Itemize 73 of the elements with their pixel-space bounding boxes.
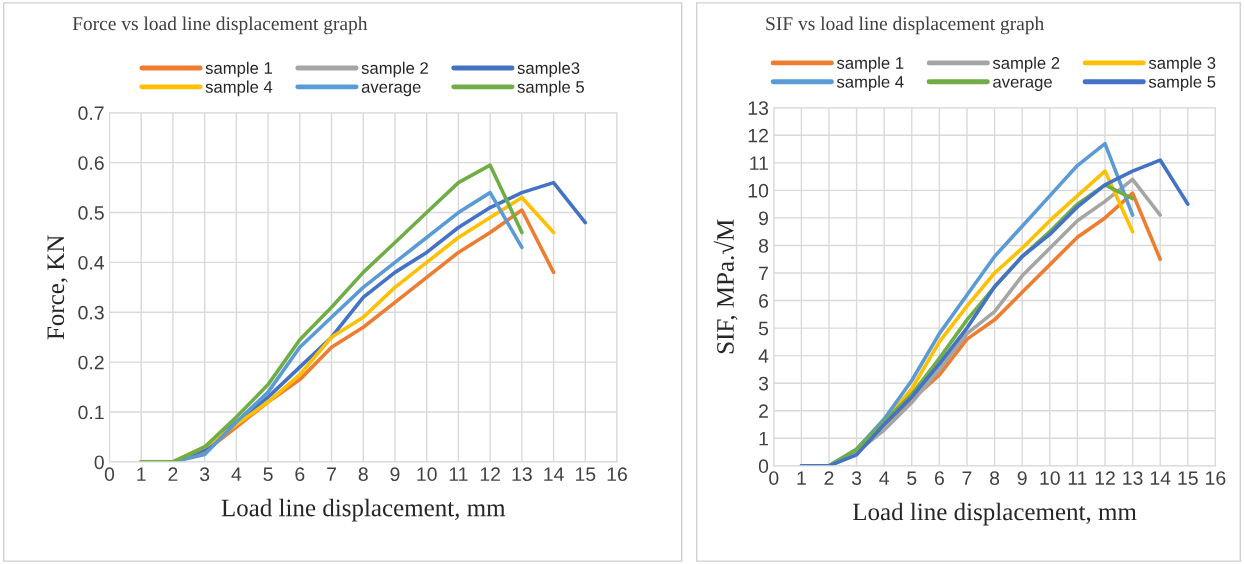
x-tick-label: 10 [417, 467, 437, 482]
legend-label: sample 2 [992, 56, 1060, 73]
x-tick-label: 13 [1123, 471, 1143, 486]
y-tick-label: 0 [94, 455, 104, 470]
legend-label: sample 5 [517, 80, 584, 97]
legend-label: sample 3 [1148, 56, 1216, 73]
x-tick-label: 12 [480, 467, 500, 481]
y-tick-label: 2 [759, 404, 768, 418]
y-tick-label: 3 [758, 376, 769, 391]
x-tick-label: 11 [449, 467, 468, 481]
y-tick-label: 13 [748, 101, 769, 115]
x-tick-label: 11 [1068, 471, 1087, 485]
y-tick-label: 5 [758, 321, 769, 336]
x-tick-label: 2 [824, 471, 834, 485]
x-tick-label: 5 [907, 471, 917, 486]
x-tick-label: 2 [168, 467, 178, 481]
x-tick-label: 15 [575, 467, 596, 482]
x-tick-label: 9 [1017, 471, 1027, 486]
x-tick-label: 5 [263, 467, 273, 482]
x-tick-label: 16 [607, 467, 627, 482]
x-tick-label: 7 [962, 471, 972, 485]
x-tick-label: 1 [137, 467, 146, 481]
y-tick-label: 9 [759, 211, 768, 226]
x-tick-label: 6 [295, 467, 305, 482]
y-tick-label: 0.7 [78, 106, 104, 121]
x-tick-label: 9 [390, 467, 400, 482]
legend-label: sample 2 [361, 61, 428, 78]
x-tick-label: 6 [934, 471, 944, 486]
legend-label: sample 1 [836, 56, 904, 73]
legend-label: sample 5 [1148, 75, 1216, 92]
x-tick-label: 3 [199, 467, 210, 482]
y-tick-label: 10 [748, 183, 769, 198]
x-tick-label: 1 [797, 471, 806, 485]
y-tick-label: 1 [759, 431, 768, 446]
x-tick-label: 4 [231, 467, 242, 481]
x-tick-label: 8 [358, 467, 368, 482]
x-axis-title: Load line displacement, mm [221, 498, 506, 522]
y-tick-label: 0.5 [78, 206, 104, 220]
y-tick-label: 0.2 [78, 355, 104, 370]
x-tick-label: 10 [1040, 471, 1060, 486]
y-tick-label: 12 [748, 128, 768, 143]
y-tick-label: 11 [750, 156, 768, 170]
y-tick-label: 7 [759, 266, 768, 281]
legend-label: sample3 [517, 61, 580, 78]
x-tick-label: 14 [1150, 471, 1171, 485]
y-tick-label: 6 [759, 294, 769, 308]
legend-label: average [361, 83, 421, 97]
y-axis-title: Force, KN [47, 235, 68, 340]
y-tick-label: 0.3 [78, 305, 104, 320]
y-tick-label: 0.1 [78, 405, 104, 420]
x-tick-label: 12 [1095, 471, 1115, 485]
legend-label: sample 1 [205, 61, 272, 78]
x-tick-label: 7 [327, 467, 336, 481]
x-axis-title: Load line displacement, mm [852, 502, 1137, 526]
x-tick-label: 8 [990, 471, 1000, 486]
y-tick-label: 8 [758, 238, 769, 253]
legend-label: sample 4 [836, 75, 904, 92]
x-tick-label: 3 [851, 471, 862, 486]
y-tick-label: 0.4 [78, 255, 105, 270]
x-tick-label: 0 [769, 471, 779, 486]
legend-label: sample 4 [205, 80, 273, 97]
legend-label: average [993, 78, 1052, 92]
y-axis-title: SIF, MPa.√M [713, 219, 738, 354]
x-tick-label: 16 [1206, 471, 1226, 486]
y-tick-label: 0.6 [78, 156, 104, 170]
x-tick-label: 0 [104, 467, 115, 482]
x-tick-label: 4 [879, 471, 890, 485]
x-tick-label: 15 [1178, 471, 1198, 486]
x-tick-label: 14 [544, 467, 564, 481]
chart-title: Force vs load line displacement graph [72, 16, 368, 35]
chart-title: SIF vs load line displacement graph [766, 16, 1044, 35]
y-tick-label: 4 [758, 349, 769, 363]
x-tick-label: 13 [512, 467, 532, 482]
